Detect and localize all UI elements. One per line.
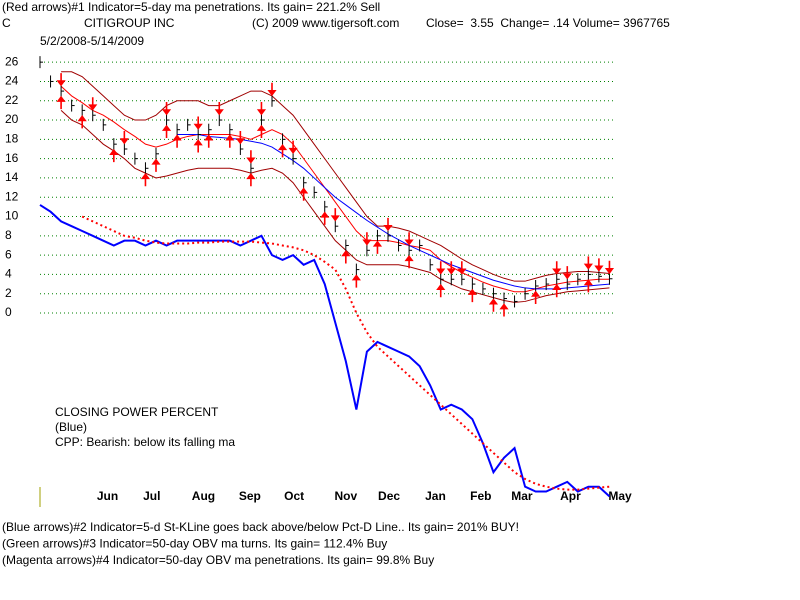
arrow-down [56,73,66,87]
arrow-up [56,95,66,110]
arrow-up [436,283,446,298]
header: (Red arrows)#1 Indicator=5-day ma penetr… [2,0,380,14]
arrow-down [404,232,414,246]
line-series [61,71,610,282]
y-tick-label: 2 [5,286,12,300]
annotation: CLOSING POWER PERCENT [55,405,219,419]
y-tick-label: 10 [5,209,19,223]
arrow-up [172,134,182,148]
arrow-up [204,134,214,148]
arrow-down [330,208,340,222]
arrow-down [457,261,467,275]
y-tick-label: 0 [5,305,12,319]
arrow-down [214,102,224,116]
y-tick-label: 6 [5,247,12,261]
arrow-up [77,115,87,129]
arrow-up [193,139,203,153]
arrow-up [151,158,161,172]
arrow-up [372,240,383,254]
arrow-up [404,254,414,269]
note: (Blue arrows)#2 Indicator=5-d St-KLine g… [2,520,519,534]
line-series [81,215,610,491]
arrow-down [88,97,98,111]
arrow-up [531,290,541,305]
arrow-down [256,102,267,116]
arrow-up [488,298,499,312]
arrow-down [383,217,393,232]
arrow-up [499,303,509,317]
note: (Magenta arrows)#4 Indicator=50-day OBV … [2,553,434,567]
x-tick-label: Sep [239,489,261,503]
y-tick-label: 26 [5,54,19,68]
line-series [39,204,611,498]
annotation: CPP: Bearish: below its falling ma [55,435,235,449]
arrow-down [436,261,446,275]
arrow-down [235,130,245,145]
arrow-up [277,144,288,158]
y-tick-label: 12 [5,189,19,203]
line-series [60,85,610,293]
arrow-down [594,258,604,272]
x-tick-label: Jul [143,489,160,503]
y-tick-label: 8 [5,228,12,242]
subtitle: 5/2/2008-5/14/2009 [40,34,144,48]
y-tick-label: 18 [5,132,19,146]
note: (Green arrows)#3 Indicator=50-day OBV ma… [2,537,387,551]
line-series [177,134,610,290]
x-tick-label: Feb [470,489,491,503]
arrow-down [161,102,172,116]
arrow-up [161,124,172,139]
arrow-up [320,211,330,225]
arrow-up [467,288,477,303]
arrow-up [256,124,267,139]
arrow-up [351,274,361,288]
y-tick-label: 16 [5,151,19,165]
arrow-down [119,130,129,145]
x-tick-label: Aug [192,489,215,503]
y-tick-label: 4 [5,267,12,281]
y-tick-label: 22 [5,93,19,107]
x-tick-label: Dec [378,489,400,503]
arrow-down [583,256,593,270]
chart-title: CITIGROUP INC [84,16,175,30]
arrow-up [552,283,562,298]
x-tick-label: Oct [284,489,304,503]
x-tick-label: May [608,489,632,503]
arrow-up [299,187,309,201]
arrow-up [225,134,235,148]
y-tick-label: 24 [5,74,19,88]
quote: Close= 3.55 Change= .14 Volume= 3967765 [426,16,670,30]
symbol: C [2,16,11,30]
arrow-down [446,261,456,275]
x-tick-label: Mar [511,489,533,503]
copyright: (C) 2009 www.tigersoft.com [252,16,399,30]
arrow-down [552,261,562,275]
y-tick-label: 20 [5,112,19,126]
arrow-up [246,172,256,187]
y-tick-label: 14 [5,170,19,184]
arrow-down [362,232,372,246]
x-tick-label: Apr [560,489,581,503]
arrow-up [341,250,351,264]
annotation: (Blue) [55,420,87,434]
x-tick-label: Nov [334,489,357,503]
arrow-down [267,82,277,97]
arrow-down [288,140,298,154]
x-tick-label: Jun [97,489,118,503]
arrow-down [604,260,615,275]
line-series [60,110,610,303]
arrow-down [562,266,572,280]
arrow-up [583,279,593,293]
arrow-up [140,172,151,187]
x-tick-label: Jan [425,489,446,503]
arrow-down [193,116,203,130]
arrow-down [246,150,256,164]
arrow-up [109,148,119,163]
